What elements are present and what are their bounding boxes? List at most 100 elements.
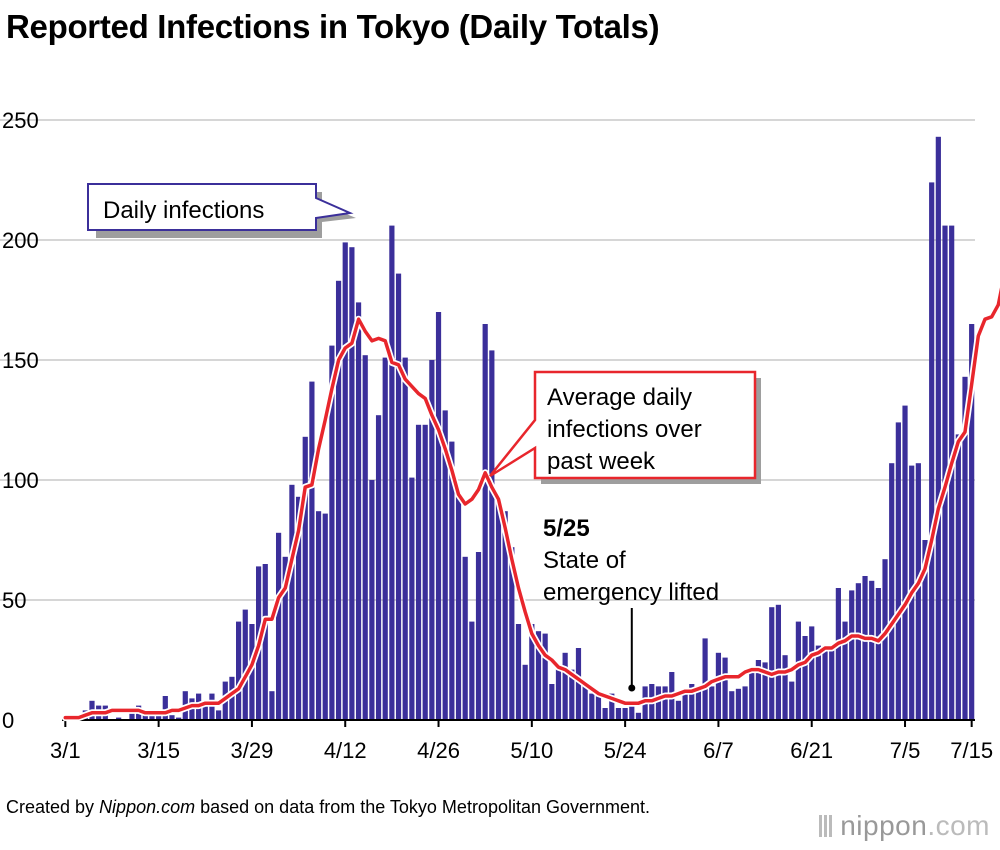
bar xyxy=(329,345,335,720)
bar xyxy=(929,182,935,720)
bar xyxy=(735,688,742,720)
bar xyxy=(289,484,295,720)
bar xyxy=(369,480,375,720)
bar xyxy=(156,712,162,720)
bar xyxy=(389,225,395,720)
emergency-label: State of xyxy=(543,547,626,574)
callouts: Daily infections Average daily infections … xyxy=(87,183,761,692)
bar xyxy=(902,405,908,720)
bar xyxy=(402,357,408,720)
bar xyxy=(709,686,715,720)
bar xyxy=(882,559,888,720)
bar xyxy=(782,655,788,720)
bar xyxy=(809,626,815,720)
bar xyxy=(169,715,175,720)
bar xyxy=(715,652,722,720)
bar xyxy=(469,621,475,720)
x-tick-label: 3/1 xyxy=(50,738,81,763)
bar xyxy=(335,280,342,720)
bar xyxy=(176,717,182,720)
bar xyxy=(702,638,708,720)
x-tick-label: 7/15 xyxy=(950,738,993,763)
bar xyxy=(595,696,602,720)
bar xyxy=(149,715,155,720)
bar xyxy=(535,631,542,720)
bar xyxy=(695,691,702,720)
bar xyxy=(802,636,808,720)
bar xyxy=(242,609,248,720)
daily-callout-box xyxy=(87,183,354,231)
bar xyxy=(935,136,941,721)
bar xyxy=(442,410,448,720)
bar xyxy=(789,681,795,720)
x-axis: 3/1 3/15 3/29 4/12 4/26 5/10 5/24 6/7 6/21 7/5 7/1… xyxy=(50,719,993,763)
chart-title: Reported Infections in Tokyo (Daily Tota… xyxy=(6,8,660,45)
y-axis: 0 50 100 150 200 250 xyxy=(2,108,39,733)
bar xyxy=(762,662,768,720)
bar xyxy=(842,621,848,720)
x-tick-label: 3/29 xyxy=(231,738,274,763)
bar xyxy=(342,242,348,720)
bar xyxy=(635,712,642,720)
bar xyxy=(449,441,455,720)
bar xyxy=(262,564,268,720)
bar xyxy=(655,686,662,720)
bar xyxy=(849,590,855,720)
source-site: Nippon.com xyxy=(99,797,196,817)
bar xyxy=(209,693,215,720)
bar xyxy=(769,607,775,720)
bar xyxy=(749,672,755,720)
bar xyxy=(822,650,828,720)
average-callout-box xyxy=(489,370,757,480)
y-tick-label: 50 xyxy=(2,588,26,613)
bar xyxy=(829,648,835,720)
source-note: Created by Nippon.com based on data from… xyxy=(6,796,766,818)
bar xyxy=(602,708,608,720)
bar xyxy=(162,696,168,720)
bar xyxy=(275,532,282,720)
bar xyxy=(462,556,468,720)
daily-infections-chart: 0 50 100 150 200 250 3/1 3/15 3/29 4/12 4/26 5/10 5… xyxy=(0,108,1000,763)
bar xyxy=(515,624,522,720)
bar xyxy=(895,422,901,720)
bar xyxy=(502,511,508,720)
bar xyxy=(742,686,748,720)
emergency-pointer-dot xyxy=(628,684,636,692)
bar xyxy=(662,686,668,720)
bar xyxy=(315,511,322,720)
bar xyxy=(522,664,528,720)
bar xyxy=(682,688,688,720)
bar xyxy=(202,703,208,720)
y-tick-label: 100 xyxy=(2,468,39,493)
bar xyxy=(969,324,975,720)
bar xyxy=(489,350,495,720)
bar xyxy=(382,357,388,720)
bar xyxy=(729,691,735,720)
y-tick-label: 200 xyxy=(2,228,39,253)
bar xyxy=(622,708,628,720)
x-tick-label: 4/26 xyxy=(417,738,460,763)
bar xyxy=(429,360,435,720)
bar xyxy=(562,652,568,720)
bar xyxy=(495,496,502,720)
bar xyxy=(915,463,921,720)
bar xyxy=(855,583,861,720)
bar xyxy=(962,376,968,720)
bar xyxy=(795,621,801,720)
bar xyxy=(455,492,462,720)
bar xyxy=(475,552,482,720)
bar xyxy=(775,604,782,720)
bar xyxy=(689,684,695,720)
average-line xyxy=(63,287,1000,720)
bar xyxy=(409,477,415,720)
bar xyxy=(569,669,575,720)
bar xyxy=(722,657,728,720)
bar xyxy=(835,588,841,720)
bar xyxy=(435,312,442,720)
bar xyxy=(589,693,595,720)
average-callout-text: past week xyxy=(547,448,656,475)
bar xyxy=(302,436,308,720)
bar xyxy=(582,684,588,720)
bar xyxy=(875,588,881,720)
average-line-layer xyxy=(61,278,1000,722)
